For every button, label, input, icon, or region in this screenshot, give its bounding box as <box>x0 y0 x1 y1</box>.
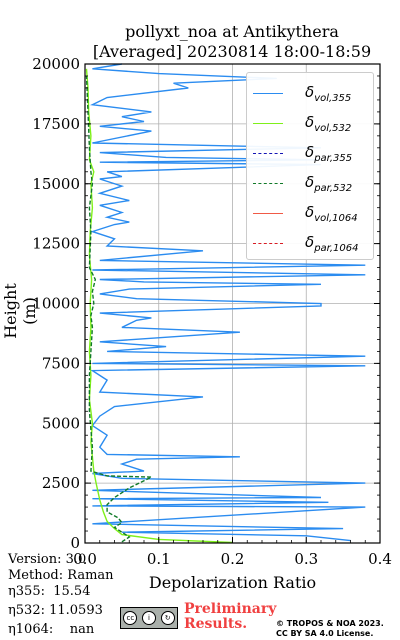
preliminary-results-note: Preliminary Results. <box>184 601 277 632</box>
legend-label: δvol,1064 <box>305 203 358 224</box>
legend-label: δvol,532 <box>305 113 352 134</box>
x-tick-label: 0.3 <box>294 550 318 568</box>
legend-swatch <box>253 243 283 244</box>
legend-item-par-532: δpar,532 <box>253 169 371 199</box>
y-tick-label: 17500 <box>32 115 80 133</box>
legend-item-vol-355: δvol,355 <box>253 79 371 109</box>
legend-swatch <box>253 123 283 124</box>
cc-license-badge: cc i ↻ <box>120 607 178 629</box>
eta1064-text: η1064: nan <box>8 622 95 637</box>
legend-item-par-1064: δpar,1064 <box>253 229 371 259</box>
legend-label: δpar,532 <box>305 173 353 194</box>
credit-line2: CC BY SA 4.0 License. <box>276 629 374 638</box>
version-text: Version: 3.0 <box>8 552 87 567</box>
legend-item-vol-1064: δvol,1064 <box>253 199 371 229</box>
chart-legend: δvol,355 δvol,532 δpar,355 δpar,532 δvol,106… <box>246 72 374 260</box>
legend-swatch <box>253 153 283 154</box>
y-tick-label: 5000 <box>42 414 80 432</box>
y-tick-label: 10000 <box>32 295 80 313</box>
x-axis-label: Depolarization Ratio <box>148 573 317 592</box>
eta355-text: η355: 15.54 <box>8 584 91 599</box>
legend-label: δvol,355 <box>305 83 352 104</box>
y-tick-label: 20000 <box>32 55 80 73</box>
y-tick-label: 12500 <box>32 235 80 253</box>
legend-swatch <box>253 93 283 94</box>
method-text: Method: Raman <box>8 568 114 583</box>
credit-line1: © TROPOS & NOA 2023. <box>276 619 384 628</box>
y-tick-label: 0 <box>70 534 80 552</box>
by-icon: i <box>141 611 156 625</box>
legend-label: δpar,1064 <box>305 233 359 254</box>
chart-title-line1: pollyxt_noa at Antikythera <box>125 22 339 41</box>
x-tick-label: 0.4 <box>368 550 392 568</box>
legend-item-par-355: δpar,355 <box>253 139 371 169</box>
chart-title-line2: [Averaged] 20230814 18:00-18:59 <box>92 42 372 61</box>
sa-icon: ↻ <box>160 611 175 625</box>
cc-icon: cc <box>123 611 138 625</box>
x-tick-label: 0.2 <box>221 550 245 568</box>
series-line-par-532 <box>85 75 152 543</box>
x-tick-label: 0.0 <box>73 550 97 568</box>
y-axis-label: Height (m) <box>1 283 39 339</box>
legend-item-vol-532: δvol,532 <box>253 109 371 139</box>
legend-label: δpar,355 <box>305 143 353 164</box>
y-tick-label: 7500 <box>42 354 80 372</box>
y-tick-label: 15000 <box>32 175 80 193</box>
legend-swatch <box>253 183 283 184</box>
eta532-text: η532: 11.0593 <box>8 603 103 618</box>
credit-text: © TROPOS & NOA 2023. CC BY SA 4.0 Licens… <box>276 619 384 639</box>
legend-swatch <box>253 213 283 214</box>
x-tick-label: 0.1 <box>147 550 171 568</box>
y-tick-label: 2500 <box>42 474 80 492</box>
